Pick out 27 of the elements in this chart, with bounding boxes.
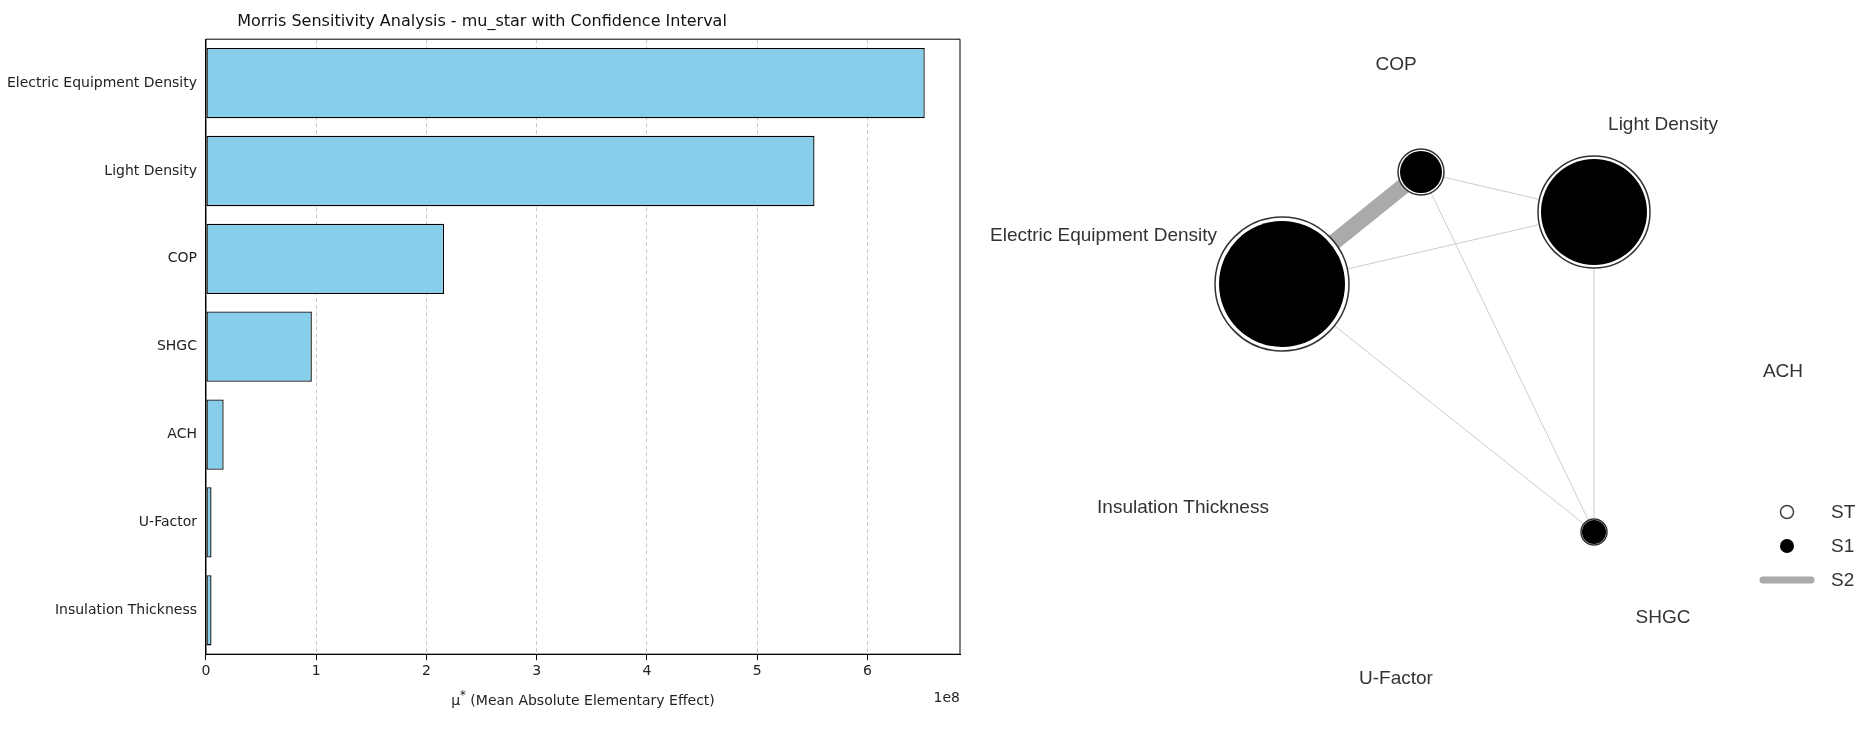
y-tick-label: U-Factor <box>138 513 198 530</box>
text: ACH <box>1762 360 1804 382</box>
x-axis-title: μ$^{*}$ (Mean Absolute Elementary Effect) <box>451 688 715 708</box>
text: U-Factor <box>1359 667 1433 689</box>
y-tick-label: COP <box>167 249 197 266</box>
x-tick-label: 5 <box>752 662 762 679</box>
text: Light Density <box>1608 113 1718 135</box>
y-tick-label: Electric Equipment Density <box>7 73 197 90</box>
text: COP <box>1375 53 1417 75</box>
x-tick-label: 3 <box>532 662 542 679</box>
text: Electric Equipment Density <box>990 224 1218 246</box>
x-tick-label: 1 <box>311 662 321 679</box>
x-tick-label: 4 <box>642 662 652 679</box>
x-tick-label: 6 <box>862 662 872 679</box>
y-tick-label: Light Density <box>104 161 197 178</box>
x-tick-label: 0 <box>201 662 211 679</box>
text: S2 <box>1831 569 1855 591</box>
chart-title: Morris Sensitivity Analysis - mu_star with Confidence Interval <box>237 10 727 31</box>
text: 1e8 <box>933 689 960 706</box>
text: ST <box>1831 501 1856 523</box>
text: SHGC <box>1635 606 1691 628</box>
text: S1 <box>1831 535 1855 557</box>
y-tick-label: Insulation Thickness <box>54 600 197 617</box>
text: Insulation Thickness <box>1097 496 1269 518</box>
x-tick-label: 2 <box>422 662 431 679</box>
y-tick-label: ACH <box>167 425 197 442</box>
y-tick-label: SHGC <box>156 337 198 354</box>
